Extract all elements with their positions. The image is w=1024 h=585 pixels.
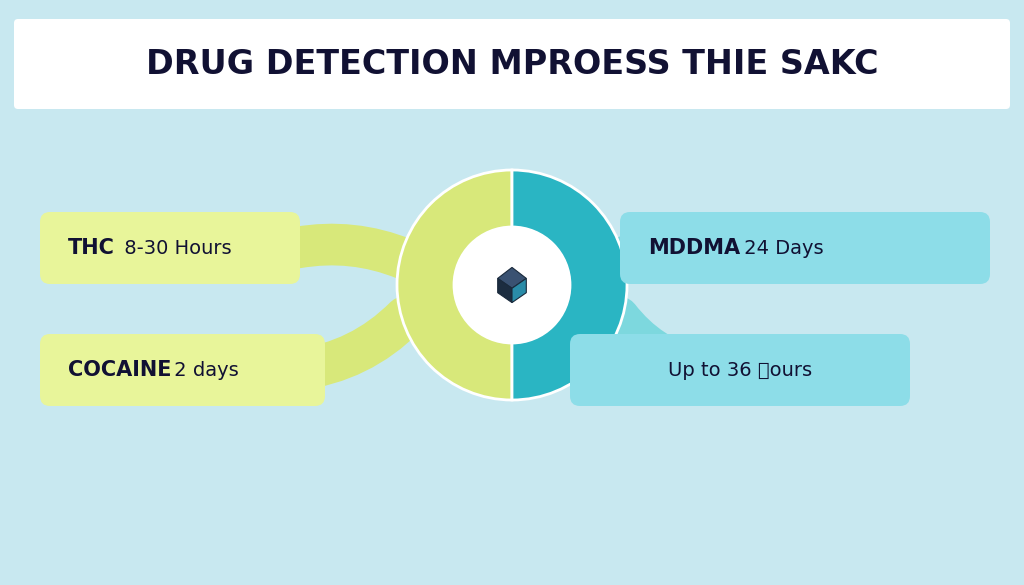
FancyBboxPatch shape bbox=[620, 212, 990, 284]
Text: MDDMA: MDDMA bbox=[648, 238, 740, 258]
Polygon shape bbox=[498, 267, 526, 288]
Text: 8-30 Hours: 8-30 Hours bbox=[118, 239, 231, 257]
Polygon shape bbox=[498, 278, 512, 302]
FancyBboxPatch shape bbox=[40, 212, 300, 284]
FancyBboxPatch shape bbox=[14, 19, 1010, 109]
Text: THC: THC bbox=[68, 238, 115, 258]
FancyBboxPatch shape bbox=[570, 334, 910, 406]
Wedge shape bbox=[397, 170, 512, 400]
Circle shape bbox=[454, 227, 570, 343]
Text: 2 days: 2 days bbox=[168, 360, 239, 380]
FancyBboxPatch shape bbox=[40, 334, 325, 406]
Text: 24 Days: 24 Days bbox=[738, 239, 823, 257]
Text: Up to 36  ours: Up to 36  ours bbox=[668, 360, 812, 380]
Polygon shape bbox=[512, 278, 526, 302]
Text: DRUG DETECTION MPROESS THIE SAKC: DRUG DETECTION MPROESS THIE SAKC bbox=[145, 47, 879, 81]
Wedge shape bbox=[512, 170, 627, 400]
Text: COCAINE: COCAINE bbox=[68, 360, 171, 380]
